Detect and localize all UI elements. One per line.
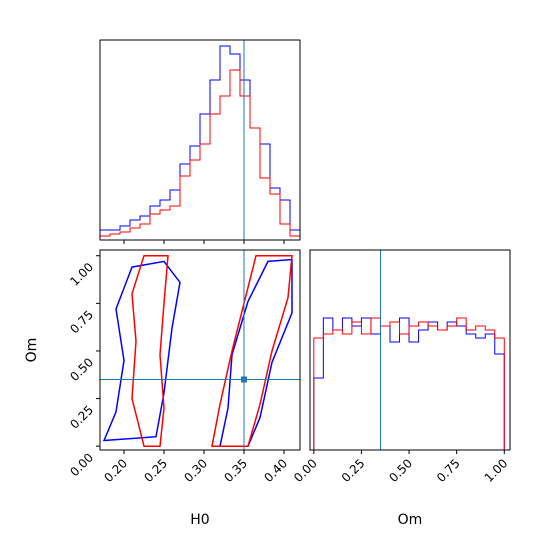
om-x-tick-label: 1.00 xyxy=(482,456,511,485)
h0-tick-label: 0.20 xyxy=(101,456,130,485)
om-y-tick-label: 0.50 xyxy=(67,355,96,384)
contour-red-1 xyxy=(131,254,169,447)
contour-red-2 xyxy=(211,254,293,447)
x-axis-label-h0: H0 xyxy=(190,512,209,528)
om-x-tick-label: 0.75 xyxy=(434,456,463,485)
panel-h0-om-contour-frame xyxy=(99,249,301,451)
om-y-tick-label: 0.75 xyxy=(67,308,96,337)
truth-marker xyxy=(241,376,247,383)
h0-tick-label: 0.35 xyxy=(221,456,250,485)
h0-tick-label: 0.25 xyxy=(141,456,170,485)
om-y-tick-label: 0.25 xyxy=(67,403,96,432)
om-x-tick-label: 0.50 xyxy=(386,456,415,485)
panel-om-hist: 0.00 0.25 0.50 0.75 1.00 xyxy=(291,249,511,485)
om-y-tick-label: 0.00 xyxy=(67,450,96,479)
panel-h0-om-contour: 0.20 0.25 0.30 0.35 0.400.000.250.500.751.00 xyxy=(67,249,301,485)
panel-om-hist-frame xyxy=(309,249,511,451)
om-y-tick-label: 1.00 xyxy=(67,260,96,289)
h0-tick-label: 0.30 xyxy=(181,456,210,485)
h0-histogram-red xyxy=(99,69,301,240)
om-histogram-blue xyxy=(313,317,505,450)
panel-h0-hist-frame xyxy=(99,39,301,241)
om-x-tick-label: 0.25 xyxy=(339,456,368,485)
panel-h0-hist xyxy=(99,39,301,244)
y-axis-label-om: Om xyxy=(24,338,40,363)
om-x-tick-label: 0.00 xyxy=(291,456,320,485)
contour-blue-1 xyxy=(102,260,181,442)
h0-histogram-blue xyxy=(99,45,301,240)
x-axis-label-om: Om xyxy=(398,512,423,528)
om-histogram-red xyxy=(313,317,505,450)
h0-tick-label: 0.40 xyxy=(261,456,290,485)
